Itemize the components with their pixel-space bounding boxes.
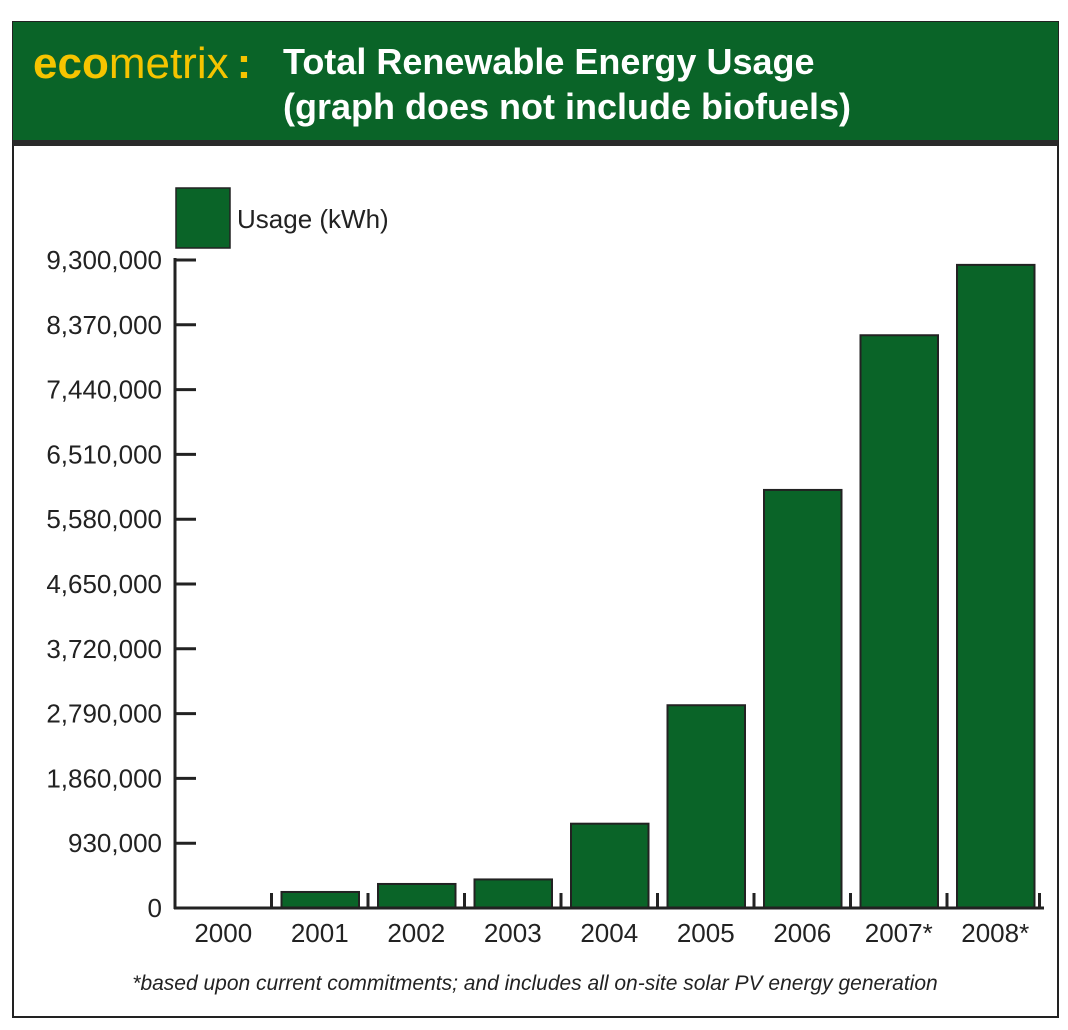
y-tick-label: 3,720,000 — [46, 634, 162, 664]
x-tick-label: 2005 — [677, 918, 735, 948]
x-tick-label: 2008* — [961, 918, 1029, 948]
x-tick-label: 2006 — [773, 918, 831, 948]
bar-2005 — [666, 704, 746, 909]
chart-title: Total Renewable Energy Usage — [283, 41, 815, 82]
chart-subtitle: (graph does not include biofuels) — [283, 86, 851, 127]
header-divider — [13, 140, 1058, 146]
legend-label: Usage (kWh) — [237, 204, 389, 234]
bar-2003 — [473, 878, 553, 909]
logo: ecometrix: — [33, 39, 251, 88]
legend-swatch — [175, 187, 231, 249]
y-tick-label: 1,860,000 — [46, 763, 162, 793]
bar-2002 — [377, 882, 457, 910]
y-tick-label: 9,300,000 — [46, 245, 162, 275]
y-tick-label: 7,440,000 — [46, 375, 162, 405]
y-tick-label: 6,510,000 — [46, 439, 162, 469]
y-tick-label: 4,650,000 — [46, 569, 162, 599]
bar-2006 — [763, 488, 843, 909]
x-tick-label: 2001 — [291, 918, 349, 948]
x-tick-label: 2004 — [580, 918, 638, 948]
bar-2008 — [956, 263, 1036, 909]
y-tick-label: 8,370,000 — [46, 310, 162, 340]
x-tick-label: 2002 — [387, 918, 445, 948]
x-tick-label: 2007* — [865, 918, 933, 948]
header-bar — [13, 22, 1058, 142]
bar-2004 — [570, 822, 650, 909]
x-tick-label: 2003 — [484, 918, 542, 948]
y-tick-label: 2,790,000 — [46, 699, 162, 729]
y-tick-label: 0 — [148, 893, 162, 923]
y-tick-label: 5,580,000 — [46, 504, 162, 534]
bar-2001 — [280, 890, 360, 909]
x-tick-label: 2000 — [194, 918, 252, 948]
bar-2007 — [859, 334, 939, 910]
y-tick-label: 930,000 — [68, 828, 162, 858]
footnote: *based upon current commitments; and inc… — [132, 972, 937, 995]
